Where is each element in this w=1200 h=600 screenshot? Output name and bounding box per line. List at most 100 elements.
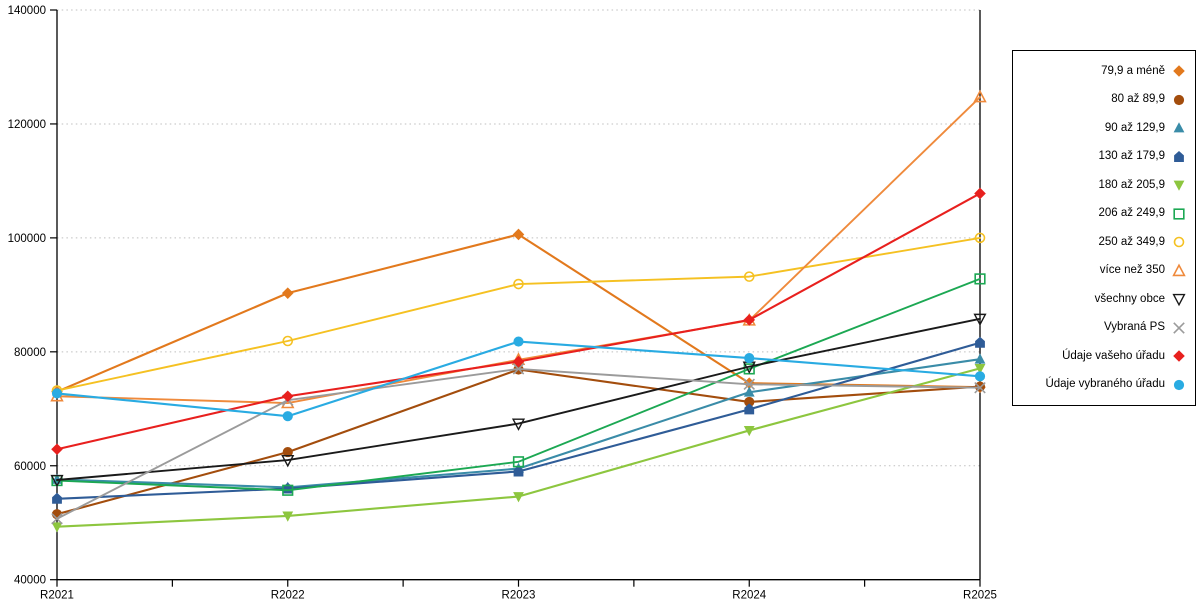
diamond-marker (1173, 350, 1185, 363)
series-line (56, 277, 981, 492)
square-marker (512, 456, 525, 468)
legend-item: 206 až 249,9 (1017, 202, 1187, 226)
legend-label: 206 až 249,9 (1098, 207, 1165, 219)
triangle-up-marker (973, 89, 987, 103)
square-marker (974, 273, 986, 285)
legend-item: 90 až 129,9 (1017, 116, 1187, 140)
diamond-marker (743, 314, 756, 326)
pentagon-marker (975, 336, 985, 348)
square-marker (282, 484, 294, 496)
legend-label: více než 350 (1099, 264, 1165, 276)
diamond-marker (512, 228, 525, 241)
legend-item: všechny obce (1017, 287, 1187, 311)
triangle-down-marker (282, 511, 294, 522)
legend-item: 180 až 205,9 (1017, 173, 1187, 197)
diamond-marker (512, 355, 525, 368)
circle-marker (1173, 94, 1185, 105)
pentagon-marker (52, 492, 62, 504)
legend-label: Údaje vybraného úřadu (1045, 378, 1165, 390)
x-tick-label: R2021 (40, 590, 74, 600)
legend-item: 80 až 89,9 (1017, 88, 1187, 112)
triangle-down-marker (513, 492, 524, 503)
triangle-down-marker (50, 474, 64, 488)
circle-marker (282, 411, 293, 422)
triangle-up-legend-icon (1172, 263, 1186, 276)
circle-marker (743, 271, 755, 282)
circle-marker (513, 278, 524, 290)
circle-legend-icon (1173, 94, 1185, 105)
circle-marker (1173, 379, 1185, 390)
legend-label: 79,9 a méně (1101, 64, 1165, 77)
square-marker (1173, 208, 1185, 220)
circle-marker (974, 232, 986, 244)
triangle-down-marker (281, 454, 295, 468)
y-tick-label: 60000 (14, 461, 46, 473)
legend-label: 130 až 179,9 (1098, 150, 1165, 162)
legend-label: Vybraná PS (1104, 321, 1165, 333)
triangle-down-marker (1172, 294, 1186, 307)
diamond-marker (1173, 65, 1185, 78)
x-marker (974, 381, 986, 394)
triangle-down-marker (973, 313, 987, 327)
diamond-legend-icon (1173, 350, 1185, 363)
pentagon-marker (513, 465, 524, 477)
y-tick-label: 100000 (8, 233, 46, 245)
triangle-down-marker (511, 418, 526, 431)
triangle-down-marker (974, 363, 986, 375)
triangle-down-marker (743, 426, 755, 437)
circle-marker (282, 446, 293, 458)
legend-label: 90 až 129,9 (1104, 121, 1165, 134)
y-tick-label: 120000 (8, 119, 46, 131)
circle-marker (282, 335, 294, 347)
legend-item: Vybraná PS (1017, 316, 1187, 340)
circle-marker (513, 336, 524, 347)
triangle-up-legend-icon (1173, 122, 1185, 133)
chart-legend: 79,9 a méně 80 až 89,9 90 až 129,9 130 až 1… (1012, 50, 1196, 406)
x-marker (51, 512, 63, 525)
legend-item: 130 až 179,9 (1017, 145, 1187, 169)
x-tick-label: R2025 (963, 590, 997, 600)
legend-label: všechny obce (1094, 292, 1165, 305)
triangle-down-marker (51, 522, 63, 533)
series-line (56, 317, 981, 481)
triangle-up-marker (1173, 122, 1185, 133)
x-marker (1173, 321, 1185, 334)
triangle-up-marker (974, 353, 986, 364)
x-tick-label: R2024 (732, 590, 766, 600)
circle-marker (51, 388, 63, 399)
circle-marker (974, 381, 986, 392)
circle-marker (1173, 236, 1185, 248)
x-legend-icon (1173, 321, 1185, 334)
legend-label: 80 až 89,9 (1111, 93, 1165, 105)
diamond-marker (974, 187, 986, 200)
circle-legend-icon (1173, 379, 1185, 390)
circle-marker (744, 396, 755, 408)
legend-item: 79,9 a méně (1017, 59, 1187, 83)
legend-item: Údaje vybraného úřadu (1017, 373, 1187, 397)
triangle-down-legend-icon (1173, 180, 1185, 192)
legend-item: více než 350 (1017, 259, 1187, 283)
triangle-up-marker (1172, 263, 1186, 276)
circle-marker (744, 352, 755, 364)
diamond-legend-icon (1173, 65, 1185, 78)
pentagon-legend-icon (1174, 150, 1184, 162)
x-tick-label: R2022 (271, 590, 305, 600)
x-tick-label: R2023 (502, 590, 536, 600)
legend-item: Údaje vašeho úřadu (1017, 344, 1187, 368)
x-marker (743, 378, 756, 391)
pentagon-marker (744, 403, 755, 415)
y-tick-label: 140000 (8, 5, 46, 17)
series-line (56, 236, 981, 392)
circle-marker (974, 371, 986, 382)
pentagon-marker (1174, 150, 1184, 162)
pentagon-marker (282, 482, 293, 494)
x-marker (512, 363, 525, 375)
y-tick-label: 80000 (14, 347, 46, 359)
triangle-down-marker (1173, 180, 1185, 192)
diamond-marker (743, 377, 756, 389)
legend-label: 250 až 349,9 (1098, 235, 1165, 248)
legend-item: 250 až 349,9 (1017, 230, 1187, 254)
circle-legend-icon (1173, 236, 1185, 248)
